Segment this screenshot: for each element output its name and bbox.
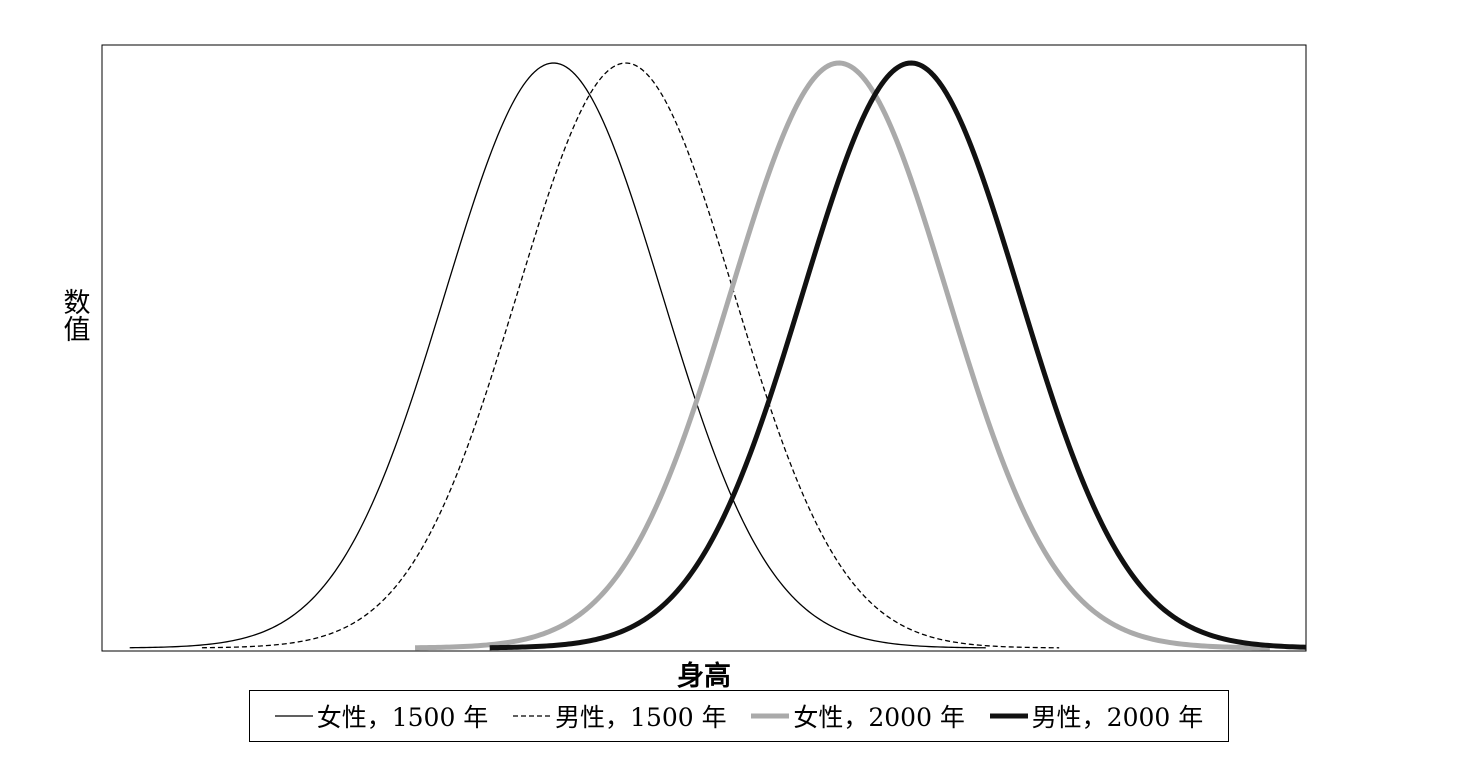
legend-swatch-male-1500	[513, 715, 552, 717]
plot-area-frame	[101, 44, 1307, 652]
legend-item-male-2000: 男性，2000 年	[989, 698, 1204, 734]
series-line-2	[415, 60, 1270, 651]
series-layer	[129, 60, 1307, 651]
y-axis-label-text: 数值	[58, 288, 90, 342]
series-line-0	[129, 62, 986, 649]
legend-swatch-female-2000	[751, 713, 790, 719]
legend-label-female-1500: 女性，1500 年	[316, 703, 489, 732]
legend-item-female-1500: 女性，1500 年	[274, 698, 489, 734]
legend: 女性，1500 年 男性，1500 年 女性，2000 年 男性，2000 年	[249, 690, 1229, 742]
legend-item-female-2000: 女性，2000 年	[751, 698, 965, 734]
legend-label-male-1500: 男性，1500 年	[555, 703, 727, 732]
x-axis-label: 身高	[677, 661, 731, 692]
legend-swatch-male-2000	[989, 713, 1028, 719]
legend-swatch-female-1500	[274, 715, 313, 717]
legend-label-female-2000: 女性，2000 年	[793, 703, 965, 732]
legend-label-male-2000: 男性，2000 年	[1031, 703, 1204, 732]
y-axis-label: 数值	[52, 288, 96, 349]
series-line-3	[489, 60, 1307, 651]
legend-item-male-1500: 男性，1500 年	[513, 698, 727, 734]
series-line-1	[201, 62, 1060, 649]
